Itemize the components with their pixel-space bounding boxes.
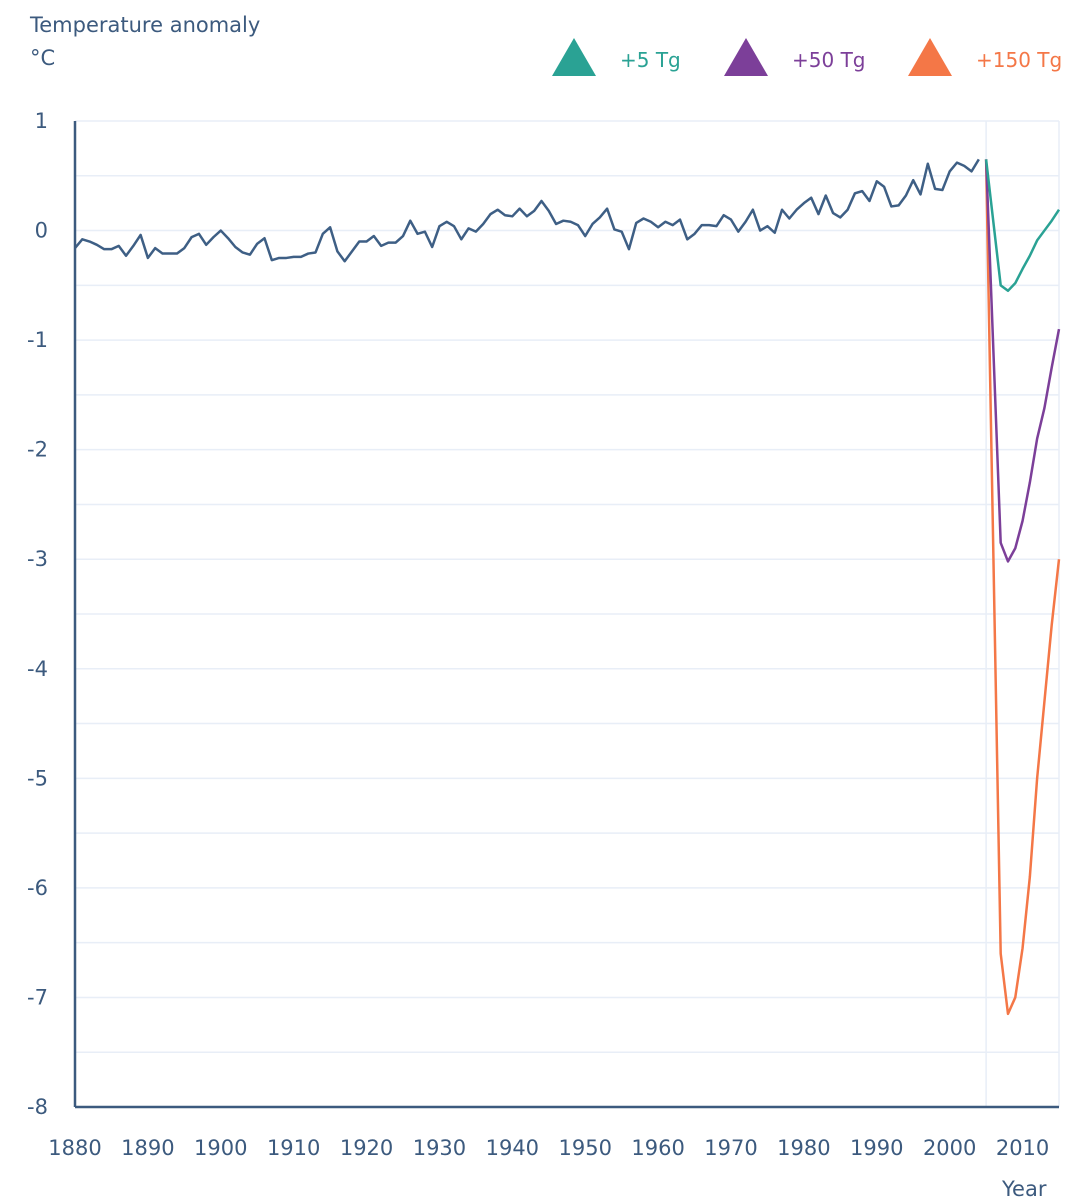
x-tick-label: 1940 <box>486 1136 539 1160</box>
x-tick-label: 1910 <box>267 1136 320 1160</box>
plot-area <box>74 158 1061 1016</box>
series-5tg-line <box>984 159 1061 293</box>
y-tick-label: -7 <box>27 985 48 1009</box>
legend-item-150tg[interactable]: +150 Tg <box>908 38 1062 76</box>
legend-marker-5tg <box>552 38 596 76</box>
y-tick-label: 1 <box>35 109 48 133</box>
x-tick-label: 1960 <box>631 1136 684 1160</box>
x-tick-label: 1990 <box>850 1136 903 1160</box>
x-tick-label: 1950 <box>558 1136 611 1160</box>
y-tick-label: 0 <box>35 219 48 243</box>
y-axis-title-line2: °C <box>30 46 55 70</box>
x-axis-title: Year <box>1001 1177 1047 1199</box>
y-tick-label: -4 <box>27 657 48 681</box>
x-tick-label: 1900 <box>194 1136 247 1160</box>
x-tick-label: 1880 <box>48 1136 101 1160</box>
x-tick-label: 1980 <box>777 1136 830 1160</box>
legend-item-50tg[interactable]: +50 Tg <box>724 38 865 76</box>
y-axis-title-line1: Temperature anomaly <box>29 13 260 37</box>
x-tick-label: 2010 <box>996 1136 1049 1160</box>
legend-marker-50tg <box>724 38 768 76</box>
legend-label-5tg: +5 Tg <box>620 48 681 72</box>
x-tick-label: 1970 <box>704 1136 757 1160</box>
y-tick-label: -3 <box>27 547 48 571</box>
x-tick-label: 1890 <box>121 1136 174 1160</box>
legend-item-5tg[interactable]: +5 Tg <box>552 38 681 76</box>
y-tick-label: -1 <box>27 328 48 352</box>
x-tick-label: 1920 <box>340 1136 393 1160</box>
y-tick-label: -8 <box>27 1095 48 1119</box>
y-tick-label: -2 <box>27 438 48 462</box>
y-tick-label: -5 <box>27 766 48 790</box>
legend: +5 Tg +50 Tg +150 Tg <box>552 38 1062 76</box>
legend-label-150tg: +150 Tg <box>976 48 1062 72</box>
series-50tg-line <box>984 159 1061 563</box>
legend-label-50tg: +50 Tg <box>792 48 865 72</box>
axes <box>73 121 1059 1109</box>
gridlines <box>75 120 1060 1107</box>
x-tick-label: 2000 <box>923 1136 976 1160</box>
y-tick-label: -6 <box>27 876 48 900</box>
series-150tg-line <box>984 159 1061 1016</box>
legend-marker-150tg <box>908 38 952 76</box>
historical-temperature-line <box>74 158 980 263</box>
x-tick-label: 1930 <box>413 1136 466 1160</box>
